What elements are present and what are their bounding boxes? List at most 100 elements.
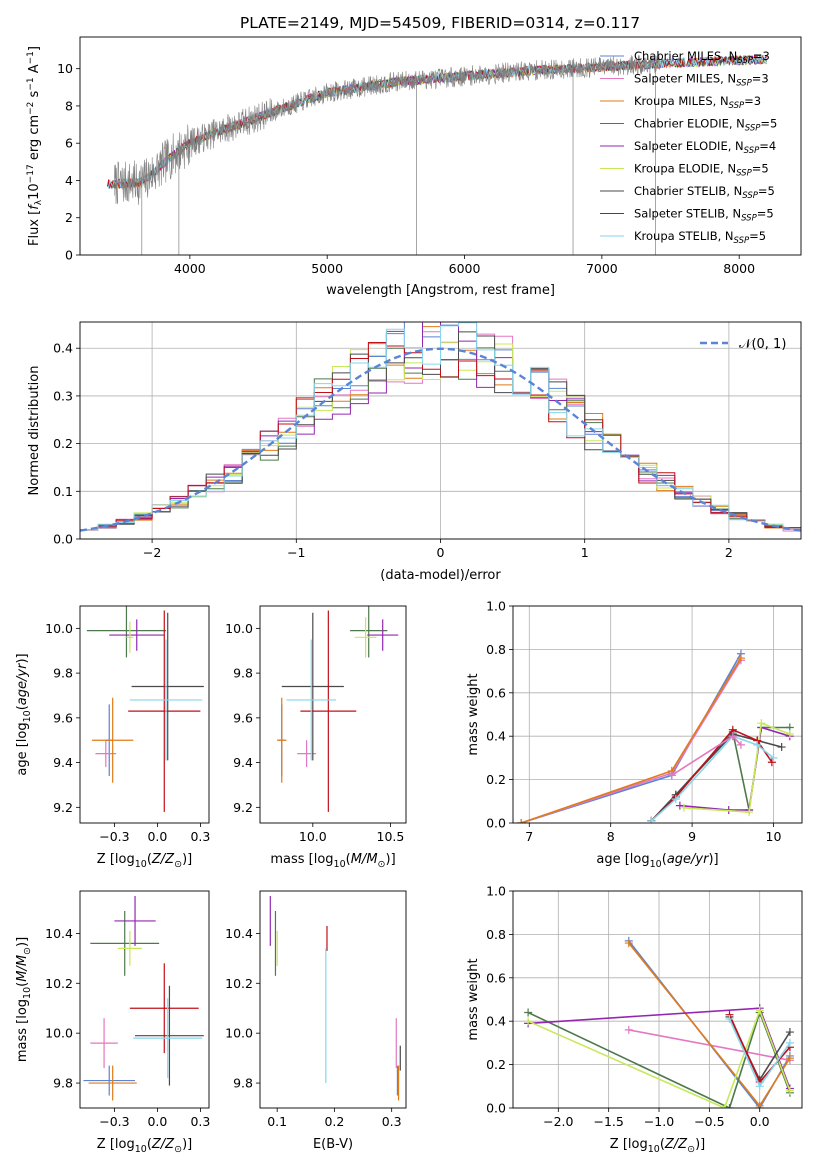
plot-area xyxy=(277,606,399,812)
y-tick-label: 10.4 xyxy=(225,926,253,941)
y-tick-label: 0.2 xyxy=(486,772,506,787)
x-tick-label: 1 xyxy=(581,545,589,560)
legend-label-kroupa-stelib: Kroupa STELIB, NSSP=5 xyxy=(634,229,766,246)
normal-curve xyxy=(80,347,801,532)
axes-frame xyxy=(259,605,407,824)
y-tick-label: 0.6 xyxy=(486,685,506,700)
x-axis-label: Z [log10(Z/Z⊙)] xyxy=(610,1137,705,1155)
x-tick-label: −0.3 xyxy=(99,829,129,844)
y-tick-label: 0.4 xyxy=(53,341,73,356)
legend-label-kroupa-miles: Kroupa MILES, NSSP=3 xyxy=(634,94,761,111)
y-tick-label: 9.6 xyxy=(53,710,73,725)
weight-marker-kroupa-elodie xyxy=(785,730,794,739)
legend-label-salpeter-elodie: Salpeter ELODIE, NSSP=4 xyxy=(634,139,776,156)
x-tick-label: 0.3 xyxy=(382,1114,402,1129)
x-tick-label: 7000 xyxy=(586,261,618,276)
x-tick-label: 0 xyxy=(437,545,445,560)
weight-marker-kroupa-miles xyxy=(517,819,526,823)
x-tick-label: 10.5 xyxy=(377,829,405,844)
legend-label-salpeter-stelib: Salpeter STELIB, NSSP=5 xyxy=(634,207,774,224)
chart-residual-histogram: −2 −1 0 1 2 0.0 0.1 0.2 0.3 0.4 (data-model)/error… xyxy=(27,321,802,583)
y-tick-label: 9.8 xyxy=(233,1076,253,1091)
y-tick-label: 9.8 xyxy=(53,1076,73,1091)
x-axis-label: Z [log10(Z/Z⊙)] xyxy=(97,1137,192,1155)
observed-spectrum xyxy=(114,53,660,205)
weight-marker-kroupa-elodie xyxy=(785,1086,794,1095)
weight-marker-kroupa-stelib xyxy=(671,795,680,804)
x-tick-label: 10 xyxy=(766,829,782,844)
x-tick-label: −1.0 xyxy=(644,1114,674,1129)
axes-frame xyxy=(79,321,802,540)
plot-area xyxy=(269,895,401,1101)
y-tick-label: 10.2 xyxy=(45,976,73,991)
y-tick-label: 0.8 xyxy=(486,642,506,657)
y-tick-label: 0.3 xyxy=(53,388,73,403)
axes-frame xyxy=(512,605,803,824)
weight-marker-salpeter-miles xyxy=(728,732,737,741)
x-axis-label: Z [log10(Z/Z⊙)] xyxy=(97,852,192,870)
figure-title: PLATE=2149, MJD=54509, FIBERID=0314, z=0… xyxy=(240,14,640,32)
weight-line-kroupa-elodie xyxy=(527,1008,791,1108)
x-tick-label: 0.0 xyxy=(750,1114,770,1129)
axes-frame xyxy=(259,890,407,1109)
weight-marker-kroupa-elodie xyxy=(524,1017,533,1026)
axes-frame xyxy=(79,605,210,824)
y-tick-label: 9.8 xyxy=(233,666,253,681)
y-tick-label: 0.4 xyxy=(486,729,506,744)
x-tick-label: −1 xyxy=(287,545,305,560)
y-tick-label: 2 xyxy=(65,210,73,225)
axes-frame xyxy=(79,36,802,256)
y-tick-label: 1.0 xyxy=(486,599,506,614)
weight-line-chabrier-miles xyxy=(520,653,742,823)
axes-frame xyxy=(79,890,210,1109)
x-axis-label: E(B-V) xyxy=(313,1137,353,1152)
x-tick-label: −0.5 xyxy=(694,1114,724,1129)
plot-area xyxy=(80,322,801,532)
weight-marker-chabrier-stelib xyxy=(777,743,786,752)
y-tick-label: 9.4 xyxy=(233,755,253,770)
y-axis-label: mass weight xyxy=(466,958,481,1040)
y-tick-label: 10.0 xyxy=(45,1026,73,1041)
x-tick-label: 0.3 xyxy=(190,1114,210,1129)
weight-marker-salpeter-stelib xyxy=(767,758,776,767)
weight-line-salpeter-miles xyxy=(520,659,742,823)
weight-marker-kroupa-elodie xyxy=(757,719,766,728)
chart-mass-vs-metallicity: −0.3 0.0 0.3 9.8 10.0 10.2 10.4 Z [log10(Z/Z⊙)]… xyxy=(15,890,210,1155)
y-tick-label: 9.2 xyxy=(53,800,73,815)
x-tick-label: 0.0 xyxy=(147,1114,167,1129)
x-tick-label: −0.3 xyxy=(99,1114,129,1129)
y-tick-label: 9.2 xyxy=(233,800,253,815)
weight-line-kroupa-elodie xyxy=(683,722,791,813)
y-tick-label: 8 xyxy=(65,98,73,113)
y-tick-label: 0.6 xyxy=(486,970,506,985)
legend-label-salpeter-miles: Salpeter MILES, NSSP=3 xyxy=(634,72,769,89)
weight-marker-kroupa-stelib xyxy=(753,740,762,749)
y-tick-label: 0.0 xyxy=(486,816,506,831)
y-tick-label: 9.4 xyxy=(53,755,73,770)
y-tick-label: 0.0 xyxy=(486,1101,506,1116)
x-tick-label: 9 xyxy=(688,829,696,844)
y-tick-label: 9.8 xyxy=(53,666,73,681)
y-tick-label: 0.0 xyxy=(53,532,73,547)
weight-marker-kroupa-miles xyxy=(755,1101,764,1108)
weight-marker-salpeter-miles xyxy=(736,740,745,749)
y-tick-label: 10.2 xyxy=(225,976,253,991)
x-tick-label: 0.0 xyxy=(147,829,167,844)
x-axis-label: wavelength [Angstrom, rest frame] xyxy=(326,283,555,298)
x-axis-label: age [log10(age/yr)] xyxy=(596,852,718,870)
x-tick-label: 10.0 xyxy=(299,829,327,844)
y-tick-label: 10.0 xyxy=(225,1026,253,1041)
x-tick-label: 0.2 xyxy=(324,1114,344,1129)
x-tick-label: −2.0 xyxy=(543,1114,573,1129)
weight-marker-kroupa-stelib xyxy=(647,816,656,823)
legend: Chabrier MILES, NSSP=3 Salpeter MILES, NS… xyxy=(600,49,777,246)
chart-mass-vs-extinction: 0.1 0.2 0.3 9.8 10.0 10.2 10.4 E(B-V) xyxy=(225,890,407,1152)
weight-marker-salpeter-miles xyxy=(624,1025,633,1034)
weight-marker-chabrier-elodie xyxy=(524,1008,533,1017)
y-tick-label: 1.0 xyxy=(486,884,506,899)
x-tick-label: 2 xyxy=(725,545,733,560)
chart-age-vs-metallicity: −0.3 0.0 0.3 9.2 9.4 9.6 9.8 10.0 Z [log10(Z/Z⊙)… xyxy=(15,605,210,870)
y-tick-label: 0.1 xyxy=(53,484,73,499)
y-axis-label: Flux [fλ10−17 erg cm−2 s−1 A−1] xyxy=(26,46,44,246)
